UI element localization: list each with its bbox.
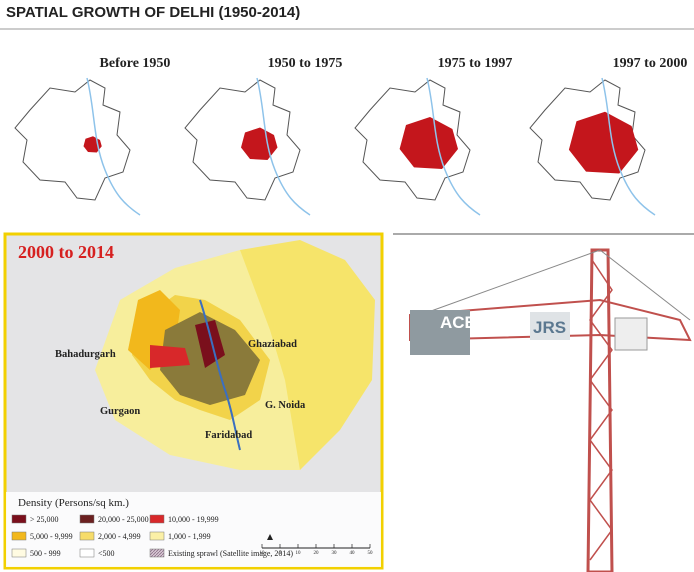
cabin [614, 317, 648, 351]
scale-label: 10 [260, 551, 266, 556]
scale-label: 40 [350, 551, 356, 556]
river [199, 299, 241, 451]
legend-label: 1,000 - 1,999 [168, 532, 211, 541]
legend-label: <500 [98, 549, 115, 558]
legend-label: Existing sprawl (Satellite image, 2014) [168, 549, 293, 558]
mini-map [184, 77, 311, 216]
legend-label: 20,000 - 25,000 [98, 515, 149, 524]
legend-label: 500 - 999 [30, 549, 61, 558]
cable [599, 249, 691, 321]
main-map: 2000 to 2014 Bahadurgarh Ghaziabad Gurgaon… [3, 232, 384, 570]
photo: ACE JRS [393, 233, 694, 572]
sign-text: JRS [533, 318, 566, 337]
legend-swatch [11, 531, 27, 541]
zone-high [150, 345, 190, 368]
mast-bracing [589, 259, 613, 561]
title: SPATIAL GROWTH OF DELHI (1950-2014) [6, 4, 300, 21]
scale-label: 0 [279, 551, 282, 556]
counterweight [410, 310, 470, 355]
legend-swatch [79, 514, 95, 524]
mini-map [529, 77, 656, 216]
boundary [14, 79, 131, 201]
legend-label: 5,000 - 9,999 [30, 532, 73, 541]
legend-title: Density (Persons/sq km.) [18, 497, 129, 509]
main-title: 2000 to 2014 [18, 242, 114, 262]
cable [419, 249, 601, 316]
scale-label: 30 [332, 551, 338, 556]
mast [586, 248, 614, 572]
panel-label: 1950 to 1975 [268, 56, 343, 71]
panel-row: Before 1950 1950 to 1975 1975 to 1997 1997 … [14, 56, 688, 216]
scale-bar: 10 0 10 20 30 40 50 [260, 534, 374, 556]
river [601, 77, 656, 216]
boundary [184, 79, 301, 201]
mini-map [14, 77, 141, 216]
legend-swatch [11, 548, 27, 558]
river [86, 77, 141, 216]
scale-label: 50 [368, 551, 374, 556]
urban-area [568, 111, 639, 174]
legend-swatch [79, 531, 95, 541]
legend-box [6, 492, 381, 567]
legend-swatch [11, 514, 27, 524]
legend: > 25,000 20,000 - 25,000 10,000 - 19,999 5,… [11, 514, 293, 558]
place-label: Faridabad [205, 430, 252, 441]
legend-label: 10,000 - 19,999 [168, 515, 219, 524]
panel-label: Before 1950 [100, 56, 171, 71]
sign-board [530, 312, 570, 340]
scale-label: 20 [314, 551, 320, 556]
legend-swatch [149, 514, 165, 524]
river [426, 77, 481, 216]
legend-label: > 25,000 [30, 515, 59, 524]
place-label: Ghaziabad [248, 339, 297, 350]
panel-label: 1975 to 1997 [438, 56, 513, 71]
zone-core [195, 320, 225, 368]
panel-label: 1997 to 2000 [613, 56, 688, 71]
scale-label: 10 [296, 551, 302, 556]
place-label: G. Noida [265, 400, 306, 411]
legend-swatch [79, 548, 95, 558]
north-arrow [267, 534, 273, 540]
place-label: Bahadurgarh [55, 349, 116, 360]
river [256, 77, 311, 216]
place-label: Gurgaon [100, 406, 140, 417]
legend-swatch [149, 531, 165, 541]
legend-label: 2,000 - 4,999 [98, 532, 141, 541]
mini-map [354, 77, 481, 216]
urban-area [241, 127, 278, 160]
places: Bahadurgarh Ghaziabad Gurgaon G. Noida Farid… [55, 339, 306, 441]
legend-swatch [149, 548, 165, 558]
sign-text: ACE [440, 313, 476, 332]
zone-mid [240, 240, 375, 470]
urban-area [399, 117, 458, 169]
